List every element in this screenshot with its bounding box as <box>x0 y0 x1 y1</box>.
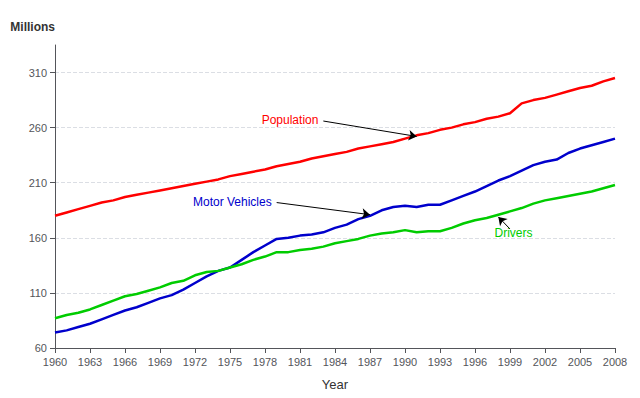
svg-text:1987: 1987 <box>358 356 382 368</box>
svg-text:310: 310 <box>29 67 47 79</box>
svg-text:Population: Population <box>262 113 319 127</box>
svg-text:Year: Year <box>322 377 349 392</box>
svg-text:Motor Vehicles: Motor Vehicles <box>193 195 272 209</box>
svg-text:160: 160 <box>29 232 47 244</box>
svg-text:2008: 2008 <box>603 356 627 368</box>
svg-text:110: 110 <box>29 287 47 299</box>
svg-text:1996: 1996 <box>463 356 487 368</box>
svg-text:1999: 1999 <box>498 356 522 368</box>
svg-text:1984: 1984 <box>323 356 347 368</box>
svg-text:2005: 2005 <box>568 356 592 368</box>
svg-text:1978: 1978 <box>253 356 277 368</box>
svg-text:1960: 1960 <box>43 356 67 368</box>
svg-text:1981: 1981 <box>288 356 312 368</box>
svg-text:1969: 1969 <box>148 356 172 368</box>
svg-text:1963: 1963 <box>78 356 102 368</box>
svg-text:1975: 1975 <box>218 356 242 368</box>
svg-text:260: 260 <box>29 122 47 134</box>
svg-text:Drivers: Drivers <box>494 226 532 240</box>
svg-text:Millions: Millions <box>10 20 55 34</box>
svg-text:1990: 1990 <box>393 356 417 368</box>
svg-text:1966: 1966 <box>113 356 137 368</box>
svg-text:210: 210 <box>29 177 47 189</box>
svg-text:1993: 1993 <box>428 356 452 368</box>
svg-text:60: 60 <box>35 342 47 354</box>
svg-text:1972: 1972 <box>183 356 207 368</box>
svg-text:2002: 2002 <box>533 356 557 368</box>
